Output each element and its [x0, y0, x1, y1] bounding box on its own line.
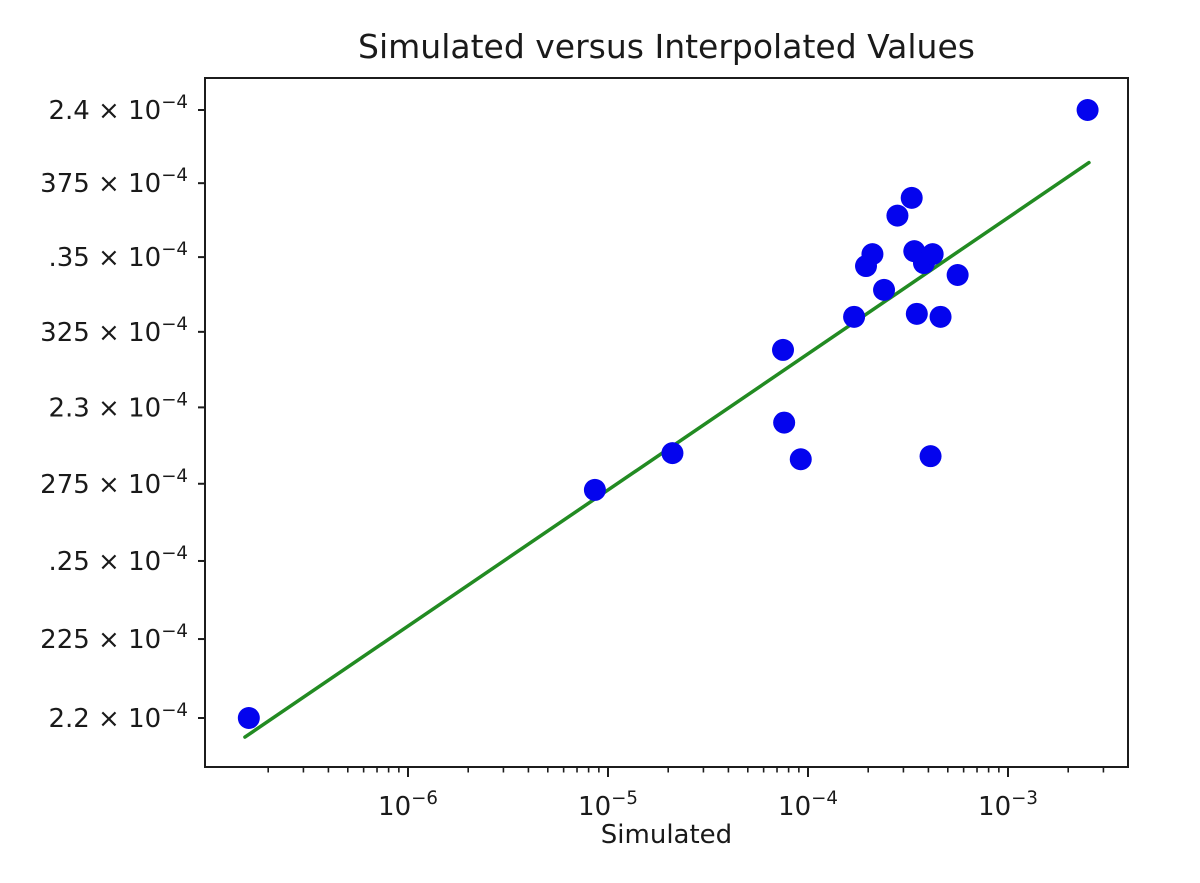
y-tick-label: 2.4 × 10−4 [48, 92, 188, 126]
scatter-point [886, 204, 909, 227]
scatter-point [921, 243, 944, 266]
scatter-point [929, 305, 952, 328]
y-tick-label: 225 × 10−4 [40, 621, 188, 655]
scatter-point [237, 707, 260, 729]
scatter-point [773, 411, 796, 434]
scatter-point [873, 278, 896, 301]
x-tick-label: 10−4 [778, 788, 838, 822]
y-ticks: 2.4 × 10−4 375 × 10−4 .35 × 10−4 325 × 10−4… [40, 92, 205, 734]
scatter-point [789, 448, 812, 471]
scatter-point [946, 263, 969, 286]
x-tick-label: 10−3 [978, 788, 1038, 822]
y-tick-label: .25 × 10−4 [48, 543, 188, 577]
scatter-point [905, 302, 928, 325]
chart-title: Simulated versus Interpolated Values [358, 27, 975, 66]
y-tick-label: 375 × 10−4 [40, 165, 188, 199]
scatter-point [900, 186, 923, 209]
data-layer [237, 99, 1099, 739]
scatter-point [861, 243, 884, 266]
y-tick-label: 325 × 10−4 [40, 314, 188, 348]
x-major-ticks: 10−6 10−5 10−4 10−3 [378, 767, 1038, 822]
scatter-point [661, 442, 684, 465]
y-tick-label: 2.2 × 10−4 [48, 700, 188, 734]
y-tick-label: 2.3 × 10−4 [48, 389, 188, 423]
y-tick-label: .35 × 10−4 [48, 239, 188, 273]
scatter-point [843, 305, 866, 328]
x-tick-label: 10−5 [578, 788, 638, 822]
scatter-point [772, 338, 795, 361]
scatter-point [1076, 99, 1099, 121]
scatter-point [583, 478, 606, 501]
y-tick-label: 275 × 10−4 [40, 466, 188, 500]
plot-frame [204, 77, 1129, 768]
x-tick-label: 10−6 [378, 788, 438, 822]
x-axis-label: Simulated [600, 820, 733, 850]
scatter-point [919, 445, 942, 468]
